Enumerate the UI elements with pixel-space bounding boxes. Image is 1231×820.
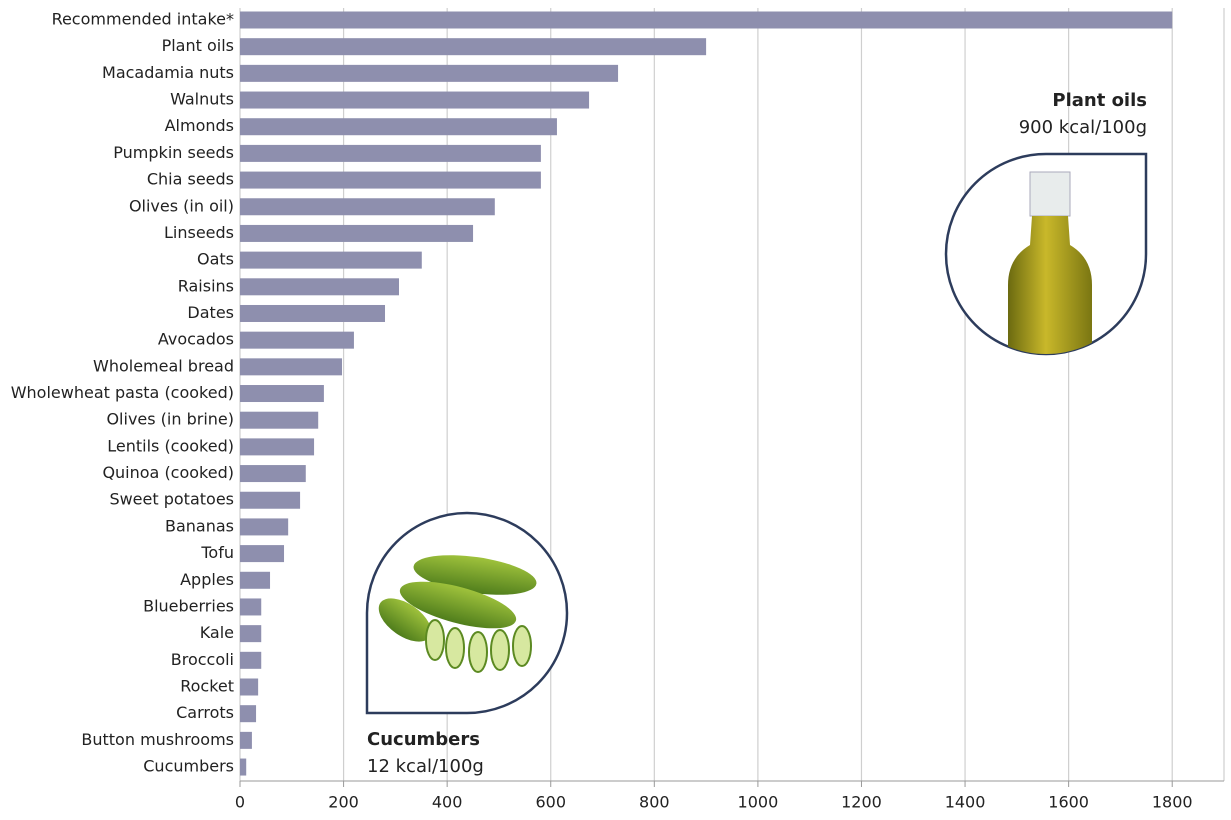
bar <box>240 731 252 749</box>
y-tick-label: Olives (in oil) <box>129 196 234 215</box>
bar <box>240 518 289 536</box>
x-tick-label: 200 <box>328 793 359 812</box>
x-tick-label: 600 <box>535 793 566 812</box>
annotation-text: 12 kcal/100g <box>367 756 484 777</box>
bar <box>240 64 619 82</box>
y-tick-label: Raisins <box>178 276 234 295</box>
bar <box>240 678 259 696</box>
y-tick-label: Olives (in brine) <box>106 410 234 429</box>
y-tick-label: Lentils (cooked) <box>107 436 234 455</box>
bar <box>240 651 262 669</box>
bar <box>240 758 247 776</box>
bar <box>240 304 386 322</box>
bar <box>240 545 285 563</box>
y-tick-label: Macadamia nuts <box>102 63 234 82</box>
y-tick-label: Rocket <box>180 677 234 696</box>
bar <box>240 171 541 189</box>
y-tick-label: Almonds <box>165 116 234 135</box>
y-tick-label: Quinoa (cooked) <box>102 463 234 482</box>
y-tick-label: Wholewheat pasta (cooked) <box>11 383 234 402</box>
x-tick-label: 1400 <box>945 793 986 812</box>
y-tick-label: Wholemeal bread <box>93 356 234 375</box>
bar <box>240 251 422 269</box>
y-tick-label: Recommended intake* <box>52 10 234 29</box>
bar <box>240 118 557 136</box>
y-tick-label: Plant oils <box>162 36 234 55</box>
y-tick-label: Sweet potatoes <box>109 490 234 509</box>
bar <box>240 385 324 403</box>
annotation-title: Cucumbers <box>367 729 480 750</box>
y-tick-label: Blueberries <box>143 596 234 615</box>
y-tick-label: Cucumbers <box>143 757 234 776</box>
bar <box>240 358 343 376</box>
annotation-text: 900 kcal/100g <box>1019 117 1147 138</box>
y-tick-label: Pumpkin seeds <box>113 143 234 162</box>
y-tick-label: Linseeds <box>164 223 234 242</box>
cucumber-illustration <box>365 511 569 715</box>
x-tick-label: 0 <box>235 793 245 812</box>
y-tick-label: Avocados <box>158 330 234 349</box>
oil-illustration <box>944 152 1148 356</box>
bar <box>240 38 707 56</box>
y-tick-label: Kale <box>200 623 234 642</box>
y-tick-label: Carrots <box>176 703 234 722</box>
bar <box>240 625 262 643</box>
bar <box>240 11 1173 29</box>
bar <box>240 144 541 162</box>
bar <box>240 91 590 109</box>
x-tick-label: 1600 <box>1048 793 1089 812</box>
y-tick-label: Bananas <box>165 516 234 535</box>
bar <box>240 438 315 456</box>
x-tick-label: 1000 <box>738 793 779 812</box>
x-tick-label: 1800 <box>1152 793 1193 812</box>
bar <box>240 198 495 216</box>
x-tick-label: 1200 <box>841 793 882 812</box>
y-tick-label: Button mushrooms <box>81 730 234 749</box>
x-tick-label: 800 <box>639 793 670 812</box>
bar <box>240 465 306 483</box>
bar <box>240 278 399 296</box>
bar <box>240 571 271 589</box>
y-tick-label: Chia seeds <box>147 170 234 189</box>
y-tick-label: Oats <box>197 250 234 269</box>
y-tick-label: Broccoli <box>171 650 234 669</box>
bar <box>240 331 354 349</box>
bar <box>240 224 474 242</box>
x-tick-label: 400 <box>432 793 463 812</box>
bar <box>240 598 262 616</box>
bar <box>240 411 319 429</box>
bar <box>240 491 301 509</box>
y-tick-label: Walnuts <box>170 90 234 109</box>
y-tick-label: Apples <box>180 570 234 589</box>
y-tick-label: Tofu <box>200 543 234 562</box>
bar <box>240 705 257 723</box>
annotation-title: Plant oils <box>1052 90 1147 111</box>
y-tick-label: Dates <box>187 303 234 322</box>
